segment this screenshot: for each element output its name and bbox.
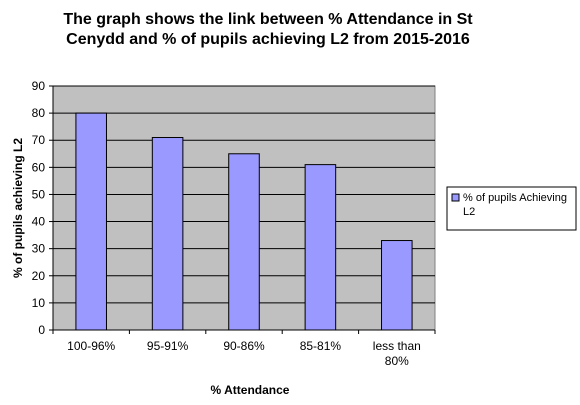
x-tick-label: 90-86% xyxy=(223,339,265,353)
x-axis-title: % Attendance xyxy=(211,383,290,397)
y-tick-label: 20 xyxy=(32,269,46,283)
bar-2 xyxy=(151,137,184,331)
bar-1 xyxy=(75,112,107,331)
y-tick-label: 70 xyxy=(32,133,46,147)
y-tick-label: 40 xyxy=(32,215,46,229)
bar-5 xyxy=(381,240,413,331)
legend-label-line-2: L2 xyxy=(463,206,475,218)
bars xyxy=(75,112,413,331)
bar-4 xyxy=(304,164,337,331)
x-tick-label: 100-96% xyxy=(67,339,115,353)
y-tick-label: 80 xyxy=(32,106,46,120)
x-tick-label: less than xyxy=(373,339,421,353)
y-tick-label: 30 xyxy=(32,242,46,256)
y-tick-label: 90 xyxy=(32,79,46,93)
chart-title-line-1: The graph shows the link between % Atten… xyxy=(63,11,473,28)
y-axis-title: % of pupils achieving L2 xyxy=(11,138,25,278)
y-tick-label: 60 xyxy=(32,160,46,174)
axes xyxy=(49,85,436,334)
chart-title-line-2: Cenydd and % of pupils achieving L2 from… xyxy=(66,31,470,48)
x-tick-label: 80% xyxy=(385,354,409,368)
bar-3 xyxy=(228,153,260,331)
x-tick-label: 95-91% xyxy=(147,339,189,353)
legend-label-line-1: % of pupils Achieving xyxy=(463,192,567,204)
legend: % of pupils Achieving L2 xyxy=(446,186,577,231)
legend-box xyxy=(446,186,577,231)
y-tick-label: 10 xyxy=(32,296,46,310)
y-tick-label: 0 xyxy=(38,323,45,337)
y-tick-labels: 0 10 20 30 40 50 60 70 80 90 xyxy=(32,79,46,337)
legend-swatch xyxy=(451,193,460,202)
x-tick-label: 85-81% xyxy=(300,339,342,353)
y-tick-label: 50 xyxy=(32,187,46,201)
